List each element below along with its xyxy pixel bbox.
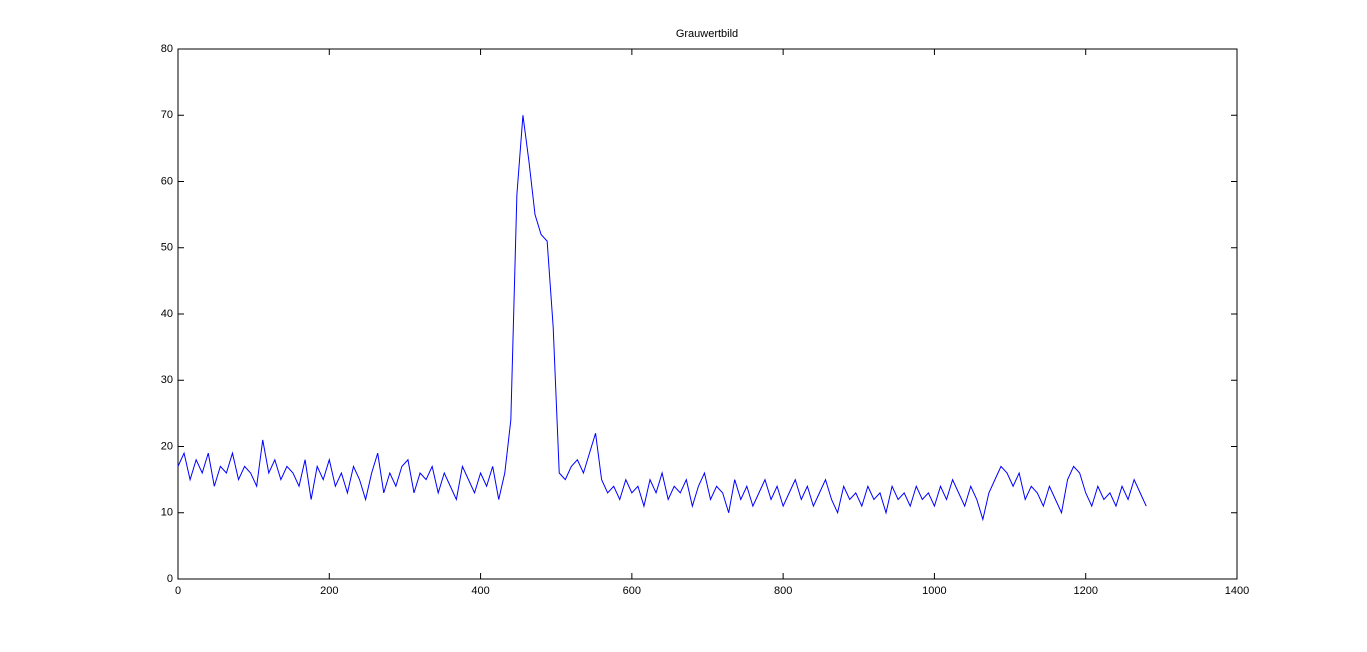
y-tick-label: 10 (161, 507, 173, 519)
data-line (177, 115, 1147, 522)
y-tick-label: 70 (161, 109, 173, 121)
y-tick-label: 40 (161, 308, 173, 320)
x-tick-label: 200 (320, 585, 338, 597)
chart-title: Grauwertbild (676, 28, 738, 40)
x-tick-label: 800 (774, 585, 792, 597)
x-tick-label: 400 (471, 585, 489, 597)
y-tick-label: 0 (167, 573, 173, 585)
y-tick-label: 50 (161, 242, 173, 254)
x-tick-label: 600 (623, 585, 641, 597)
y-tick-label: 80 (161, 43, 173, 55)
x-tick-label: 1200 (1073, 585, 1097, 597)
x-tick-label: 1000 (922, 585, 946, 597)
y-tick-label: 20 (161, 440, 173, 452)
x-tick-label: 1400 (1225, 585, 1249, 597)
y-tick-label: 30 (161, 374, 173, 386)
y-tick-label: 60 (161, 175, 173, 187)
x-tick-label: 0 (175, 585, 181, 597)
